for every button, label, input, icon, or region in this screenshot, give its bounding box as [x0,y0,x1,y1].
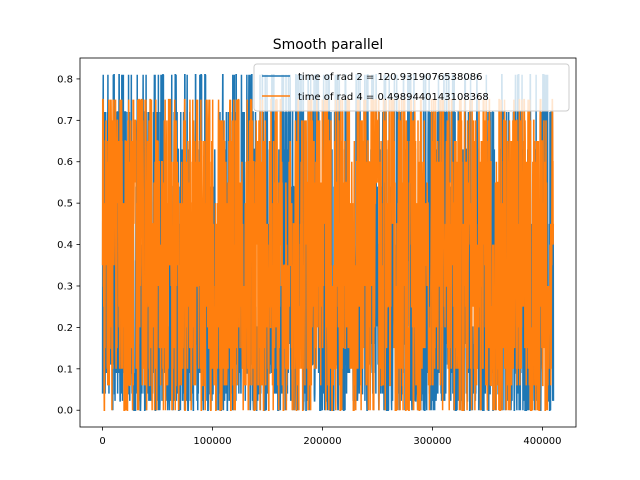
y-tick-label: 0.7 [57,116,73,127]
y-tick-label: 0.5 [57,199,73,210]
y-tick-label: 0.2 [57,323,73,334]
x-tick-label: 300000 [413,436,451,447]
y-tick-label: 0.0 [57,406,73,417]
legend-label-2: time of rad 4 = 0.4989440143108368 [298,92,489,103]
legend-box [253,63,570,112]
legend-label-1: time of rad 2 = 120.9319076538086 [298,72,482,83]
axes-frame [79,57,577,428]
plot-area [101,74,555,411]
y-tick-label: 0.1 [57,364,73,375]
y-tick-label: 0.6 [57,157,73,168]
series-line-2 [101,98,555,411]
x-tick-label: 400000 [523,436,561,447]
x-tick-label: 200000 [303,436,341,447]
axes: 0 100000 200000 300000 400000 0.0 0.1 0.2 0.3 0.4… [57,57,577,447]
chart-title: Smooth parallel [273,37,384,53]
y-tick-label: 0.4 [57,240,73,251]
x-tick-label: 100000 [193,436,231,447]
series-layer [101,74,555,411]
y-tick-label: 0.8 [57,74,73,85]
y-tick-label: 0.3 [57,281,73,292]
x-tick-label: 0 [99,436,105,447]
legend: time of rad 2 = 120.9319076538086 time of… [253,63,570,112]
